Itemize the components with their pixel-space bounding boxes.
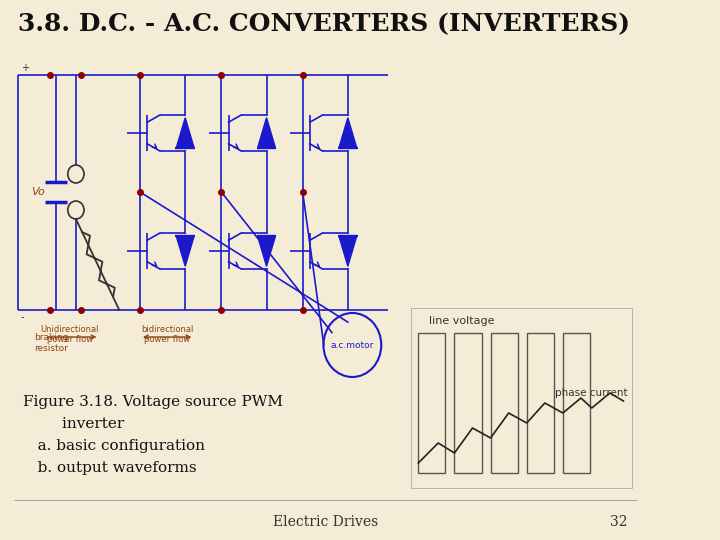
Bar bbox=[527, 333, 554, 473]
Text: b. output waveforms: b. output waveforms bbox=[22, 461, 197, 475]
Text: power flow: power flow bbox=[144, 335, 190, 344]
Text: Unidirectional: Unidirectional bbox=[40, 325, 99, 334]
Polygon shape bbox=[176, 118, 194, 148]
Bar bbox=[490, 333, 518, 473]
Text: Electric Drives: Electric Drives bbox=[273, 515, 378, 529]
Text: a.c.motor: a.c.motor bbox=[330, 341, 374, 349]
Text: Figure 3.18. Voltage source PWM: Figure 3.18. Voltage source PWM bbox=[22, 395, 282, 409]
Polygon shape bbox=[339, 235, 357, 266]
Text: inverter: inverter bbox=[22, 417, 124, 431]
Text: phase current: phase current bbox=[555, 388, 628, 398]
Polygon shape bbox=[258, 118, 276, 148]
Polygon shape bbox=[258, 235, 276, 266]
Text: a. basic configuration: a. basic configuration bbox=[22, 439, 204, 453]
Bar bbox=[411, 308, 632, 488]
Text: line voltage: line voltage bbox=[429, 316, 495, 326]
Bar bbox=[418, 333, 446, 473]
Text: 32: 32 bbox=[611, 515, 628, 529]
Text: braking: braking bbox=[35, 333, 68, 342]
Text: bidirectional: bidirectional bbox=[141, 325, 194, 334]
Text: +: + bbox=[21, 63, 29, 73]
Polygon shape bbox=[339, 118, 357, 148]
Text: power flow: power flow bbox=[47, 335, 93, 344]
Text: 3.8. D.C. - A.C. CONVERTERS (INVERTERS): 3.8. D.C. - A.C. CONVERTERS (INVERTERS) bbox=[18, 12, 630, 36]
Text: Vo: Vo bbox=[31, 187, 45, 197]
Polygon shape bbox=[176, 235, 194, 266]
Bar bbox=[454, 333, 482, 473]
Text: resistor: resistor bbox=[35, 344, 68, 353]
Bar bbox=[563, 333, 590, 473]
Text: -: - bbox=[21, 312, 24, 322]
